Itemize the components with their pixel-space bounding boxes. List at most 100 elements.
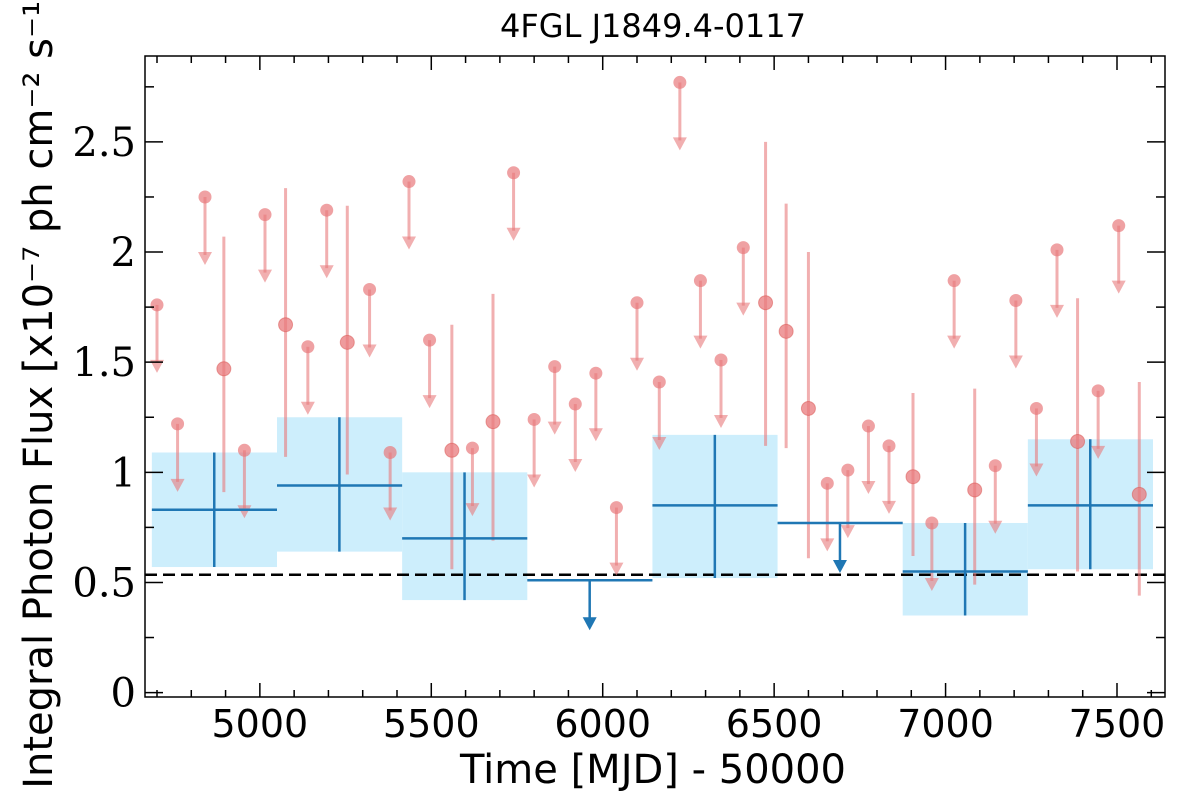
x-tick-label: 6000 [554,702,651,746]
short-bin-upper-limit-arrow-head [820,538,835,552]
short-bin-upper-limit-point [465,441,479,455]
short-bin-point [967,482,983,498]
short-bin-upper-limit-arrow-head [672,137,687,151]
short-bin-upper-limit-point [714,353,728,367]
short-bin-upper-limit-point [609,501,623,515]
short-bin-upper-limit-arrow-head [840,525,855,539]
short-bin-upper-limit-arrow-head [547,421,562,435]
short-bin-series [150,75,1147,596]
short-bin-upper-limit-point [673,75,687,89]
axis-ticks: 5000 5500 6000 6500 7000 7500 0 0.5 1 1.5 2 2.5 [72,56,1165,746]
short-bin-upper-limit-point [988,459,1002,473]
short-bin-point [758,295,774,311]
x-tick-label: 5000 [211,702,308,746]
short-bin-upper-limit-arrow-head [714,414,728,428]
short-bin-upper-limit-point [363,282,377,296]
short-bin-upper-limit-arrow-head [882,500,896,514]
short-bin-point [444,442,460,458]
y-tick-label: 1.5 [72,340,136,386]
x-tick-label: 7500 [1069,702,1166,746]
short-bin-point [485,414,501,430]
y-tick-label: 2 [111,230,136,276]
flux-bands [151,417,1153,616]
short-bin-point [278,317,294,333]
short-bin-upper-limit-point [1050,243,1064,257]
short-bin-upper-limit-point [925,516,939,530]
short-bin-upper-limit-point [568,397,582,411]
short-bin-upper-limit-point [1112,219,1126,233]
short-bin-point [905,469,921,485]
short-bin-point [1131,486,1147,502]
y-tick-label: 0.5 [72,560,136,606]
short-bin-upper-limit-arrow-head [383,507,398,521]
y-tick-label: 0 [111,671,136,717]
short-bin-upper-limit-arrow-head [947,335,962,349]
short-bin-upper-limit-point [150,298,164,312]
short-bin-upper-limit-arrow-head [588,428,603,442]
short-bin-upper-limit-arrow-head [150,359,164,373]
short-bin-upper-limit-point [527,412,541,426]
short-bin-upper-limit-point [507,166,521,180]
short-bin-upper-limit-arrow-head [861,481,876,495]
short-bin-upper-limit-arrow-head [568,459,583,473]
short-bin-upper-limit-arrow-head [422,395,437,409]
short-bin-upper-limit-point [1029,401,1043,415]
short-bin-upper-limit-arrow-head [506,227,521,241]
short-bin-upper-limit-point [258,208,272,222]
short-bin-upper-limit-arrow-head [465,503,480,517]
short-bin-upper-limit-point [736,241,750,255]
short-bin-upper-limit-arrow-head [1050,304,1064,318]
short-bin-upper-limit-point [630,296,644,310]
chart-title: 4FGL J1849.4-0117 [500,7,806,45]
y-axis-title: Integral Photon Flux [x10⁻⁷ ph cm⁻² s⁻¹] [16,0,62,789]
short-bin-upper-limit-point [383,445,397,459]
short-bin-upper-limit-arrow-head [988,520,1003,534]
short-bin-upper-limit-point [301,340,315,354]
short-bin-upper-limit-point [171,417,185,431]
short-bin-upper-limit-arrow-head [736,302,751,316]
short-bin-upper-limit-arrow-head [170,478,185,492]
short-bin-upper-limit-point [1009,294,1023,308]
short-bin-upper-limit-point [1091,384,1105,398]
short-bin-upper-limit-point [820,476,834,490]
short-bin-upper-limit-arrow-head [630,357,644,371]
y-tick-label: 1 [111,450,136,496]
short-bin-upper-limit-arrow-head [362,344,377,358]
long-bin-upper-limit-arrow-head [582,617,597,631]
x-axis-title: Time [MJD] - 50000 [459,747,846,793]
short-bin-upper-limit-point [423,333,437,347]
short-bin-upper-limit-point [841,463,855,477]
short-bin-upper-limit-arrow-head [609,562,624,576]
plot-frame [144,55,1166,698]
short-bin-upper-limit-arrow-head [402,236,416,250]
short-bin-upper-limit-arrow-head [652,437,667,451]
short-bin-point [339,334,355,350]
short-bin-upper-limit-arrow-head [319,265,334,279]
short-bin-upper-limit-arrow-head [300,401,315,415]
short-bin-upper-limit-point [402,175,416,189]
short-bin-upper-limit-arrow-head [693,335,708,349]
short-bin-upper-limit-arrow-head [1091,445,1106,459]
short-bin-upper-limit-arrow-head [1111,280,1126,294]
short-bin-upper-limit-point [589,366,603,380]
short-bin-point [1070,433,1086,449]
short-bin-point [800,400,816,416]
y-tick-label: 2.5 [72,120,136,166]
short-bin-upper-limit-arrow-head [527,474,542,488]
short-bin-upper-limit-arrow-head [258,269,272,283]
short-bin-upper-limit-point [320,203,334,217]
short-bin-upper-limit-point [947,274,961,288]
short-bin-upper-limit-point [882,439,896,453]
short-bin-upper-limit-point [548,360,562,374]
short-bin-upper-limit-point [693,274,707,288]
short-bin-upper-limit-arrow-head [198,251,212,265]
long-bin-upper-limit-arrow-head [832,559,847,573]
short-bin-upper-limit-point [861,419,875,433]
short-bin-upper-limit-point [198,190,212,204]
x-tick-label: 7000 [897,702,994,746]
short-bin-upper-limit-arrow-head [1008,355,1023,369]
x-tick-label: 6500 [726,702,823,746]
short-bin-upper-limit-arrow-head [924,577,939,591]
short-bin-upper-limit-arrow-head [1029,463,1044,477]
